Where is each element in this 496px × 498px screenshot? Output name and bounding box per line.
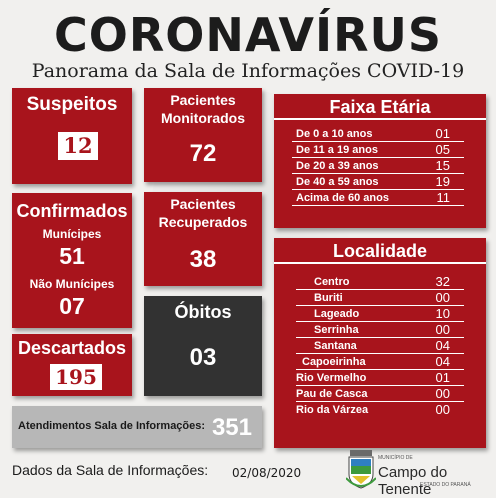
row-label: Rio da Várzea [296, 404, 369, 416]
municipal-coat-of-arms-icon [346, 450, 376, 489]
localidade-rows: Centro 32 Buriti 00 Lageado 10 Serrinha … [296, 274, 464, 418]
row-label: Rio Vermelho [296, 372, 367, 384]
table-row: De 40 a 59 anos 19 [292, 174, 464, 190]
row-value: 00 [435, 386, 450, 401]
recuperados-label-line2: Recuperados [158, 214, 248, 230]
localidade-title: Localidade [274, 238, 486, 264]
row-value: 01 [435, 370, 450, 385]
descartados-label: Descartados [17, 338, 127, 358]
municipio-state: ESTADO DO PARANÁ [420, 482, 471, 488]
row-label: Centro [314, 276, 350, 288]
confirmados-label: Confirmados [16, 201, 128, 221]
footer-label: Dados da Sala de Informações: [12, 462, 209, 478]
atendimentos-bar: Atendimentos Sala de Informações: 351 [12, 406, 262, 448]
suspeitos-card: Suspeitos 12 [12, 88, 132, 184]
row-label: Capoeirinha [302, 356, 366, 368]
row-label: De 11 a 19 anos [296, 144, 378, 156]
table-row: Centro 32 [296, 274, 464, 290]
confirmados-card: Confirmados Munícipes 51 Não Munícipes 0… [12, 193, 132, 328]
table-row: Serrinha 00 [296, 322, 464, 338]
row-value: 32 [435, 274, 450, 289]
table-row: Capoeirinha 04 [296, 354, 464, 370]
municipes-label: Munícipes [42, 227, 102, 241]
row-label: De 40 a 59 anos [296, 176, 379, 188]
table-row: Lageado 10 [296, 306, 464, 322]
monitorados-card: Pacientes Monitorados 72 [144, 88, 262, 182]
page-subtitle: Panorama da Sala de Informações COVID-19 [31, 60, 465, 82]
obitos-value: 03 [189, 344, 217, 371]
row-value: 11 [436, 190, 451, 205]
row-label: Lageado [314, 308, 360, 320]
row-value: 01 [435, 126, 450, 141]
row-value: 15 [435, 158, 450, 173]
row-value: 00 [435, 322, 450, 337]
descartados-card: Descartados 195 [12, 334, 132, 396]
row-value: 05 [435, 142, 450, 157]
municipes-value: 51 [59, 243, 85, 269]
row-value: 00 [435, 290, 450, 305]
row-value: 04 [435, 338, 450, 353]
footer-date: 02/08/2020 [232, 466, 302, 480]
row-label: Serrinha [314, 324, 359, 336]
row-label: Santana [314, 340, 357, 352]
table-row: Pau de Casca 00 [296, 386, 464, 402]
recuperados-card: Pacientes Recuperados 38 [144, 192, 262, 286]
atendimentos-value: 351 [211, 414, 252, 441]
table-row: De 20 a 39 anos 15 [292, 158, 464, 174]
obitos-label: Óbitos [174, 302, 232, 322]
table-row: Acima de 60 anos 11 [292, 190, 464, 206]
table-row: Rio da Várzea 00 [296, 402, 464, 418]
obitos-card: Óbitos 03 [144, 296, 262, 396]
row-label: Pau de Casca [296, 388, 368, 400]
faixa-etaria-rows: De 0 a 10 anos 01 De 11 a 19 anos 05 De … [292, 126, 464, 206]
descartados-value: 195 [50, 364, 102, 390]
row-value: 10 [435, 306, 450, 321]
row-value: 19 [435, 174, 450, 189]
table-row: Santana 04 [296, 338, 464, 354]
nao-municipes-label: Não Munícipes [29, 277, 115, 291]
faixa-etaria-panel: Faixa Etária De 0 a 10 anos 01 De 11 a 1… [274, 94, 486, 228]
row-label: De 20 a 39 anos [296, 160, 379, 172]
table-row: Buriti 00 [296, 290, 464, 306]
row-value: 04 [435, 354, 450, 369]
nao-municipes-value: 07 [59, 293, 85, 319]
localidade-panel: Localidade Centro 32 Buriti 00 Lageado 1… [274, 238, 486, 448]
municipio-prefix: MUNICÍPIO DE [378, 455, 413, 461]
recuperados-label-line1: Pacientes [170, 196, 236, 212]
table-row: Rio Vermelho 01 [296, 370, 464, 386]
row-label: Acima de 60 anos [296, 192, 389, 204]
recuperados-value: 38 [189, 246, 217, 273]
monitorados-label-line1: Pacientes [170, 92, 236, 108]
row-label: De 0 a 10 anos [296, 128, 373, 140]
table-row: De 11 a 19 anos 05 [292, 142, 464, 158]
monitorados-label-line2: Monitorados [161, 110, 245, 126]
municipio-name: Campo do Tenente [378, 464, 448, 498]
row-label: Buriti [314, 292, 343, 304]
suspeitos-value: 12 [58, 132, 98, 160]
row-value: 00 [435, 402, 450, 417]
faixa-etaria-title: Faixa Etária [274, 94, 486, 120]
page-title: CORONAVÍRUS [54, 8, 442, 62]
atendimentos-label: Atendimentos Sala de Informações: [18, 420, 206, 432]
monitorados-value: 72 [189, 140, 217, 167]
table-row: De 0 a 10 anos 01 [292, 126, 464, 142]
suspeitos-label: Suspeitos [26, 94, 118, 115]
